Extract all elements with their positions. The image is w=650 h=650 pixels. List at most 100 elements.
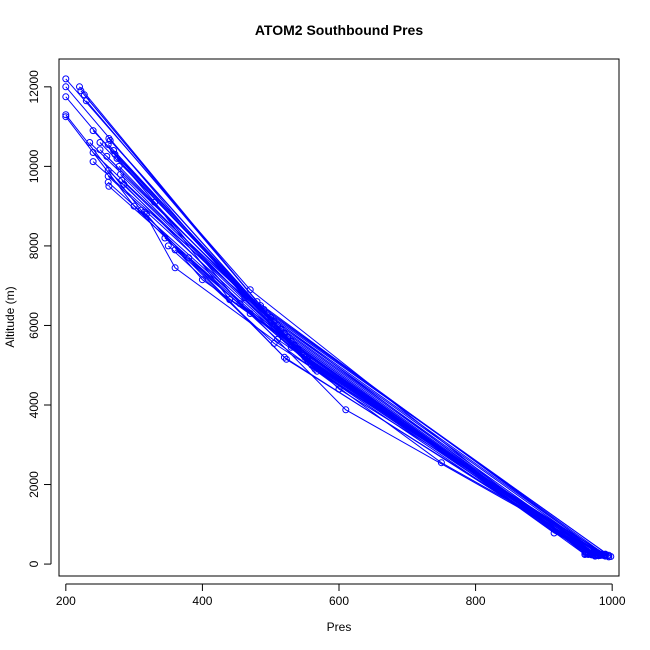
data-point-16-3 (581, 551, 589, 558)
data-point-21-2 (304, 357, 312, 365)
data-point-1-1 (62, 75, 70, 83)
data-point-37-3 (593, 551, 601, 558)
x-tick-label: 1000 (599, 594, 626, 608)
data-point-6-2 (253, 298, 261, 306)
data-point-24-2 (300, 351, 307, 359)
data-point-6-1 (76, 83, 83, 91)
data-point-29-2 (335, 385, 343, 393)
y-tick-label: 4000 (27, 391, 41, 418)
data-point-22-1 (104, 178, 112, 186)
data-point-13-1 (89, 158, 97, 166)
y-tick-label: 12000 (27, 70, 41, 104)
data-point-10-1 (89, 127, 97, 135)
data-point-35-1 (185, 254, 193, 262)
data-point-36-3 (598, 551, 606, 559)
data-point-31-1 (140, 208, 148, 216)
series-line-36 (167, 245, 603, 556)
x-tick-label: 400 (192, 594, 212, 608)
data-point-33-3 (550, 529, 558, 537)
data-point-23-1 (105, 182, 113, 190)
data-point-12-1 (89, 149, 97, 156)
data-point-34-1 (161, 234, 169, 242)
y-tick-label: 8000 (27, 232, 41, 259)
data-point-22-2 (308, 361, 316, 369)
x-tick-label: 200 (56, 594, 76, 608)
y-tick-label: 0 (27, 560, 41, 567)
x-tick-label: 600 (329, 594, 349, 608)
data-point-7-2 (257, 302, 264, 310)
series-line-29 (121, 179, 606, 555)
data-point-33-2 (226, 296, 234, 304)
data-point-28-3 (581, 548, 589, 556)
data-point-3-1 (62, 93, 70, 101)
plot-frame (58, 58, 620, 577)
data-point-27-2 (310, 363, 318, 371)
data-point-9-2 (263, 310, 271, 317)
data-point-31-4 (605, 553, 613, 561)
data-point-2-1 (62, 83, 70, 91)
data-point-28-2 (313, 367, 321, 375)
data-point-12-2 (274, 322, 281, 329)
data-point-32-2 (198, 276, 206, 284)
data-point-30-2 (342, 406, 350, 414)
data-point-8-1 (80, 91, 88, 99)
data-point-14-2 (280, 329, 288, 337)
data-point-8-2 (260, 306, 268, 313)
data-point-19-2 (297, 349, 305, 357)
data-point-25-1 (111, 150, 119, 158)
series-line-35 (188, 257, 592, 554)
data-point-37-2 (287, 343, 295, 351)
data-point-10-2 (267, 314, 275, 321)
data-point-5-3 (282, 355, 290, 363)
data-point-4-2 (137, 206, 145, 214)
data-point-13-2 (277, 325, 285, 333)
data-point-32-1 (142, 210, 150, 218)
data-point-33-1 (151, 198, 159, 206)
y-axis: 0 2000 4000 6000 8000 10000 12000 (27, 70, 52, 567)
series-line-37 (174, 249, 598, 555)
data-point-24-1 (110, 147, 118, 154)
series-line-33 (154, 201, 601, 556)
data-point-36-1 (164, 242, 172, 250)
y-tick-label: 6000 (27, 312, 41, 339)
data-point-26-2 (306, 359, 314, 367)
series-line-12 (92, 152, 599, 557)
y-axis-label: Altitude (m) (3, 286, 17, 347)
data-point-29-1 (118, 176, 126, 184)
data-point-34-2 (246, 310, 254, 317)
data-point-18-2 (294, 345, 302, 353)
data-point-9-1 (82, 97, 90, 105)
data-point-4-1 (62, 111, 70, 119)
data-point-25-2 (303, 355, 311, 363)
data-point-2-2 (241, 294, 249, 302)
x-axis: 200 400 600 800 1000 (56, 583, 626, 608)
x-tick-label: 800 (466, 594, 486, 608)
data-point-31-2 (171, 264, 179, 272)
data-point-18-1 (105, 135, 113, 142)
data-point-30-1 (120, 180, 128, 188)
series-line-5 (65, 116, 599, 557)
data-point-7-1 (77, 87, 85, 95)
data-point-1-2 (246, 286, 254, 294)
data-point-3-2 (236, 300, 244, 308)
data-point-27-1 (115, 162, 123, 170)
data-point-11-1 (86, 139, 94, 146)
data-point-5-2 (130, 202, 138, 210)
data-point-17-2 (291, 341, 299, 349)
data-point-4-3 (280, 353, 288, 361)
data-point-16-1 (103, 152, 111, 160)
data-point-5-1 (62, 113, 70, 121)
data-point-15-2 (284, 333, 292, 341)
y-tick-label: 10000 (27, 149, 41, 183)
points-layer (62, 75, 615, 561)
data-point-26-1 (113, 154, 121, 162)
data-point-11-2 (270, 318, 278, 325)
data-point-23-2 (311, 365, 319, 373)
x-axis-label: Pres (327, 620, 352, 634)
data-point-36-2 (270, 339, 278, 347)
data-point-15-1 (96, 146, 104, 154)
data-point-37-1 (171, 246, 179, 254)
data-point-34-3 (584, 550, 592, 558)
